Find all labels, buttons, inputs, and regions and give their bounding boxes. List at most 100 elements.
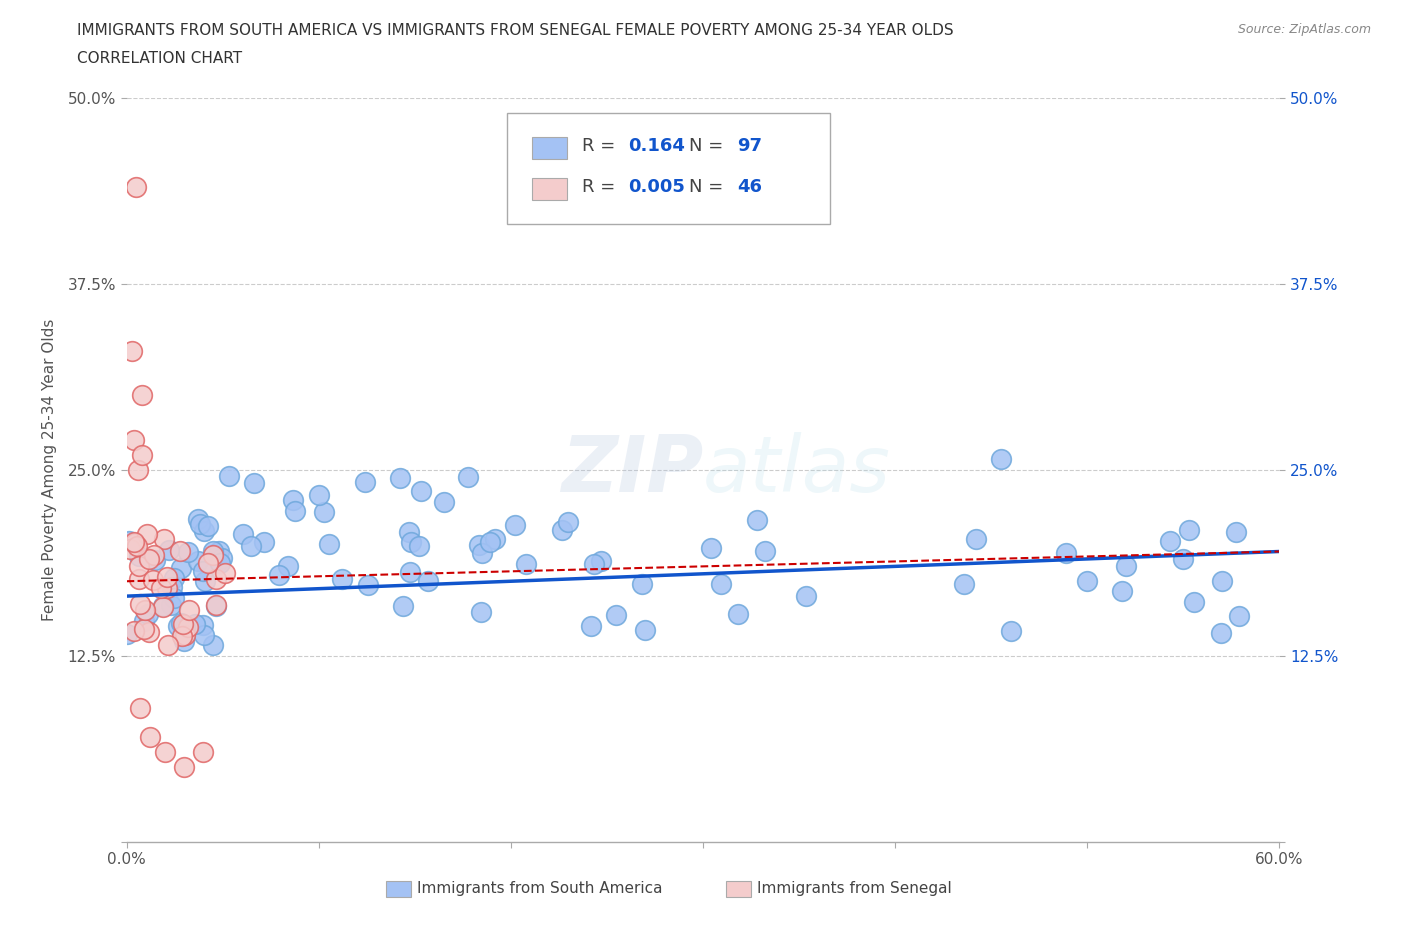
Point	[170, 616, 193, 631]
Point	[201, 543, 224, 558]
Point	[138, 730, 160, 745]
Point	[122, 432, 145, 447]
Point	[177, 545, 200, 560]
Point	[201, 548, 224, 563]
Point	[1173, 551, 1195, 566]
Point	[283, 493, 305, 508]
Point	[312, 505, 335, 520]
Point	[399, 565, 422, 579]
Point	[1227, 608, 1250, 623]
Point	[503, 518, 526, 533]
Point	[710, 577, 733, 591]
Point	[160, 579, 183, 594]
Point	[1159, 533, 1181, 548]
Point	[173, 628, 195, 643]
Point	[965, 531, 987, 546]
Point	[433, 495, 456, 510]
Point	[392, 598, 415, 613]
Text: 46: 46	[738, 178, 762, 196]
Text: 97: 97	[738, 137, 762, 155]
Point	[589, 553, 612, 568]
Point	[157, 543, 180, 558]
Point	[205, 598, 228, 613]
Point	[122, 623, 145, 638]
Bar	[533, 178, 567, 200]
Point	[232, 526, 254, 541]
Bar	[725, 881, 751, 897]
Point	[170, 629, 193, 644]
Point	[142, 572, 165, 587]
Y-axis label: Female Poverty Among 25-34 Year Olds: Female Poverty Among 25-34 Year Olds	[42, 318, 56, 621]
Text: R =: R =	[582, 178, 621, 196]
Point	[754, 543, 776, 558]
Point	[205, 572, 228, 587]
Point	[1225, 525, 1247, 539]
Point	[156, 637, 179, 652]
Text: atlas: atlas	[703, 432, 891, 508]
Point	[156, 570, 179, 585]
Point	[205, 598, 228, 613]
Point	[308, 488, 330, 503]
Point	[478, 534, 501, 549]
Point	[388, 471, 411, 485]
Point	[634, 622, 657, 637]
Point	[152, 531, 174, 546]
Point	[1178, 523, 1201, 538]
Point	[160, 597, 183, 612]
Point	[727, 606, 749, 621]
Point	[796, 589, 818, 604]
Point	[128, 572, 150, 587]
Point	[124, 536, 146, 551]
Text: IMMIGRANTS FROM SOUTH AMERICA VS IMMIGRANTS FROM SENEGAL FEMALE POVERTY AMONG 25: IMMIGRANTS FROM SOUTH AMERICA VS IMMIGRA…	[77, 23, 953, 38]
Point	[551, 523, 574, 538]
Point	[193, 564, 215, 578]
Point	[136, 606, 159, 621]
Point	[208, 544, 231, 559]
Text: CORRELATION CHART: CORRELATION CHART	[77, 51, 242, 66]
Point	[128, 549, 150, 564]
Text: Source: ZipAtlas.com: Source: ZipAtlas.com	[1237, 23, 1371, 36]
Bar	[533, 137, 567, 159]
Text: N =: N =	[689, 137, 730, 155]
Point	[197, 555, 219, 570]
Point	[1076, 574, 1098, 589]
Point	[129, 700, 152, 715]
Point	[128, 596, 150, 611]
Point	[169, 543, 191, 558]
Point	[174, 620, 197, 635]
Point	[515, 557, 537, 572]
Point	[330, 572, 353, 587]
Text: ZIP: ZIP	[561, 432, 703, 508]
Point	[194, 574, 217, 589]
Point	[745, 512, 768, 527]
Point	[581, 618, 603, 633]
Point	[173, 634, 195, 649]
Text: 0.005: 0.005	[628, 178, 685, 196]
Point	[153, 745, 176, 760]
Point	[209, 556, 232, 571]
Point	[156, 581, 179, 596]
Point	[134, 614, 156, 629]
Point	[127, 462, 149, 477]
Point	[128, 558, 150, 573]
Point	[143, 552, 166, 567]
Point	[177, 619, 200, 634]
Point	[1054, 546, 1077, 561]
Point	[1000, 623, 1022, 638]
Point	[134, 621, 156, 636]
Point	[127, 538, 149, 553]
Point	[117, 627, 139, 642]
Point	[183, 617, 205, 631]
Point	[193, 745, 215, 760]
Point	[118, 542, 141, 557]
Point	[990, 452, 1012, 467]
Point	[583, 556, 606, 571]
Point	[354, 475, 377, 490]
Point	[187, 512, 209, 527]
Point	[1211, 626, 1233, 641]
Point	[142, 547, 165, 562]
Bar	[385, 881, 412, 897]
Point	[136, 526, 159, 541]
Point	[253, 534, 276, 549]
Point	[411, 484, 433, 498]
